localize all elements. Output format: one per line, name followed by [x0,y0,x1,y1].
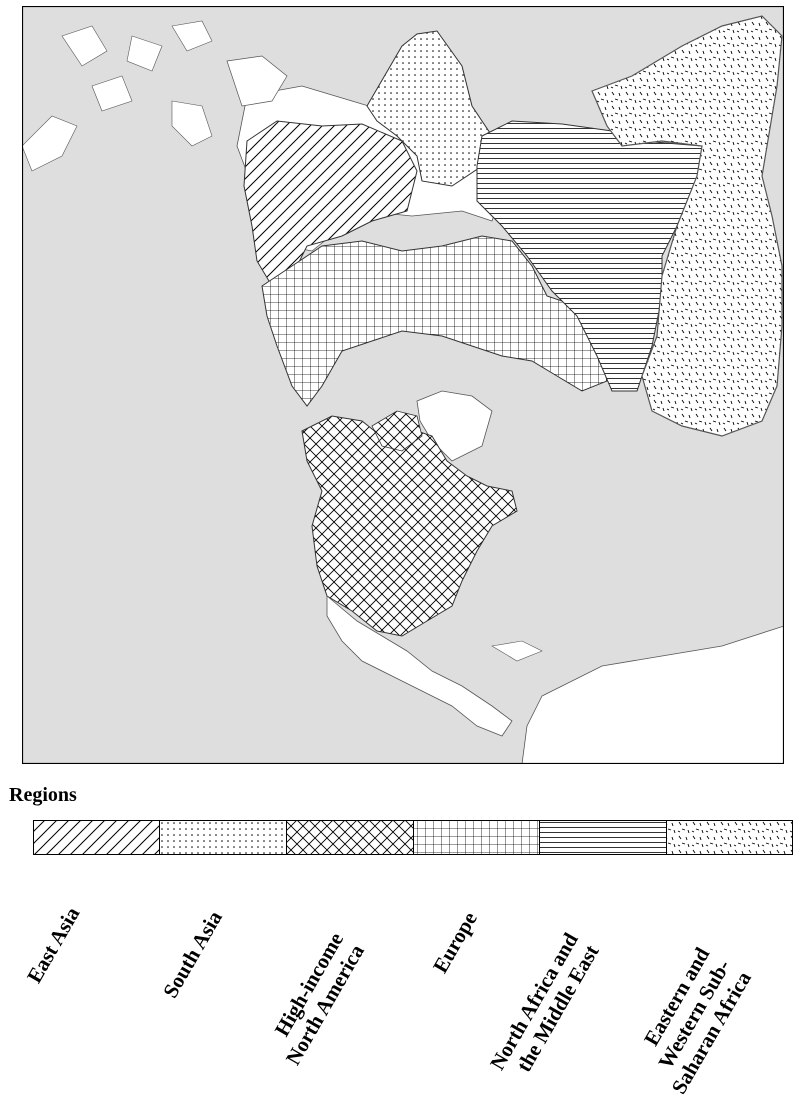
canadian-arctic-islands [371,410,423,452]
legend-title: Regions [9,784,77,806]
region-south-asia [366,30,493,187]
legend-swatch-east-asia [33,820,160,855]
mexico-land [326,595,513,737]
legend-bar [33,820,793,855]
map-border [22,6,784,764]
legend-swatch-europe [413,820,540,855]
legend-swatch-north-africa-middle-east [539,820,667,855]
russia-north [226,55,288,107]
south-america-land [521,625,784,764]
world-map [22,6,784,764]
legend-label-north-africa-middle-east: North Africa and the Middle East [485,928,604,1076]
southeast-asia-islands [22,75,213,172]
region-east-asia [243,120,418,287]
legend-label-high-income-north-america: High-income North America [269,928,369,1069]
caribbean-islands [491,640,543,662]
arctic-islands [61,20,213,72]
legend-swatch-south-asia [159,820,287,855]
region-eastern-western-ssa [591,15,783,437]
legend-label-east-asia: East Asia [22,902,85,987]
region-europe [261,235,608,407]
legend-label-south-asia: South Asia [158,906,227,1002]
map-frame [22,6,784,764]
legend-swatch-eastern-western-ssa [666,820,793,855]
legend-label-eastern-western-ssa: Eastern and Western Sub- Saharan Africa [638,943,756,1098]
legend-label-europe: Europe [428,907,482,977]
legend-swatch-high-income-north-america [286,820,414,855]
